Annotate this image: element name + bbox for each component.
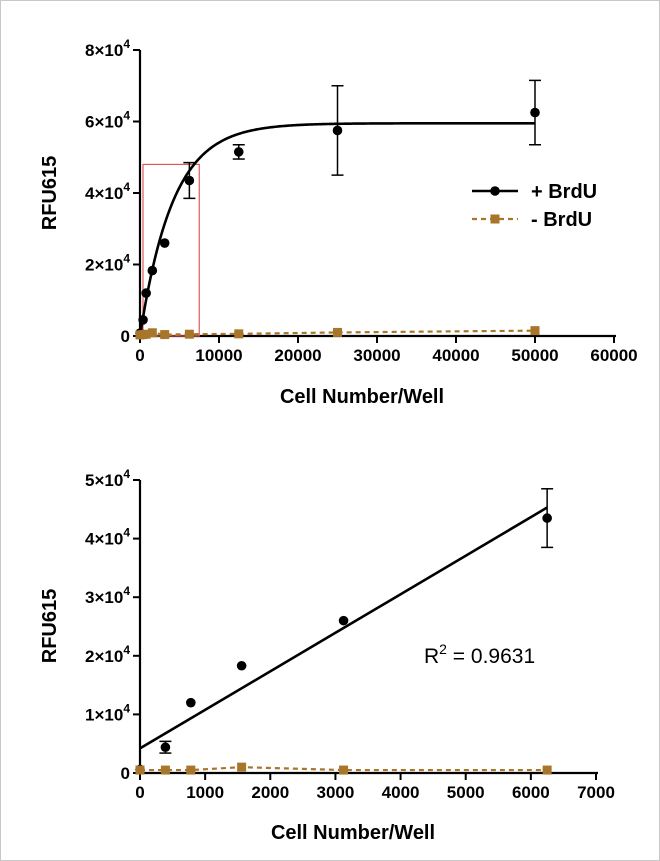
x-tick-label: 0 (135, 346, 144, 365)
data-point (147, 265, 158, 276)
data-point (333, 327, 342, 337)
data-point (138, 315, 148, 325)
y-tick-exponent: 4 (123, 467, 130, 481)
x-tick-label: 30000 (353, 346, 400, 365)
y-tick-exponent: 4 (123, 701, 130, 715)
y-tick-label: 0 (121, 764, 130, 783)
r-squared-value: = 0.9631 (447, 645, 535, 668)
y-tick-mantissa: 0 (121, 327, 130, 346)
y-tick-label: 0 (121, 327, 130, 346)
y-tick-mantissa: 8×10 (85, 41, 123, 60)
y-tick-mantissa: 1×10 (85, 705, 123, 724)
y-tick-mantissa: 3×10 (85, 588, 123, 607)
data-point (234, 329, 244, 339)
y-tick-mantissa: 5×10 (85, 471, 123, 490)
chart-2: 0 1000 2000 3000 4000 5000 6000 700001×1042×104… (39, 467, 615, 844)
x-tick-label: 40000 (432, 346, 479, 365)
data-point (135, 765, 145, 775)
x-tick-label: 2000 (251, 783, 289, 802)
data-point (184, 329, 194, 339)
x-axis-title: Cell Number/Well (271, 822, 435, 844)
y-tick-mantissa: 2×10 (85, 647, 123, 666)
data-point (184, 175, 195, 186)
data-point (236, 660, 247, 671)
y-tick-label: 6×104 (85, 109, 130, 132)
data-point (141, 288, 151, 298)
data-point (147, 328, 157, 338)
data-point (338, 615, 349, 626)
data-point (542, 513, 552, 523)
data-point (332, 125, 343, 136)
y-tick-exponent: 4 (123, 37, 130, 51)
linear-fit-line (139, 506, 548, 750)
y-tick-exponent: 4 (123, 526, 130, 540)
y-tick-mantissa: 4×10 (85, 184, 123, 203)
legend-marker-minus-brdu (490, 214, 500, 224)
y-tick-label: 4×104 (85, 526, 130, 549)
y-tick-label: 2×104 (85, 643, 130, 666)
x-tick-label: 0 (135, 783, 144, 802)
data-point (339, 765, 349, 775)
x-tick-label: 60000 (590, 346, 637, 365)
legend-marker-plus-brdu (490, 186, 500, 196)
y-tick-label: 1×104 (85, 701, 130, 724)
legend-label-plus-brdu: + BrdU (531, 181, 597, 203)
y-tick-mantissa: 0 (121, 764, 130, 783)
x-tick-label: 3000 (317, 783, 355, 802)
y-axis-title: RFU615 (39, 589, 61, 663)
r-squared-superscript: 2 (439, 641, 447, 657)
y-axis-title: RFU615 (39, 156, 61, 230)
y-tick-exponent: 4 (123, 584, 130, 598)
data-point (530, 326, 540, 336)
legend: + BrdU - BrdU (472, 181, 597, 231)
y-tick-exponent: 4 (123, 643, 130, 657)
y-tick-label: 4×104 (85, 180, 130, 203)
data-point (542, 765, 552, 775)
y-tick-label: 5×104 (85, 467, 130, 490)
x-tick-label: 7000 (577, 783, 615, 802)
x-tick-label: 6000 (512, 783, 550, 802)
legend-label-minus-brdu: - BrdU (531, 209, 592, 231)
data-point (186, 765, 196, 775)
y-tick-label: 8×104 (85, 37, 130, 60)
x-tick-label: 1000 (186, 783, 224, 802)
x-tick-label: 50000 (511, 346, 558, 365)
data-point (160, 742, 171, 753)
y-tick-exponent: 4 (123, 109, 130, 123)
r-squared-base: R (424, 645, 439, 668)
r-squared-annotation: R2 = 0.9631 (424, 641, 535, 668)
x-axis-title: Cell Number/Well (280, 386, 444, 408)
y-tick-exponent: 4 (123, 180, 130, 194)
series-minus-brdu (135, 762, 552, 775)
y-tick-exponent: 4 (123, 252, 130, 266)
series-minus-brdu (135, 326, 540, 340)
y-tick-label: 2×104 (85, 252, 130, 275)
y-tick-label: 3×104 (85, 584, 130, 607)
data-point (160, 330, 170, 340)
data-point (530, 107, 540, 118)
series-plus-brdu (135, 488, 554, 775)
data-point (186, 697, 196, 708)
data-point (160, 765, 170, 775)
data-point (141, 329, 151, 339)
zoom-region-box (142, 163, 200, 337)
chart-1: 0 10000 20000 30000 40000 50000 6000002×1044×1… (39, 37, 638, 408)
y-tick-mantissa: 2×10 (85, 256, 123, 275)
data-point (237, 762, 247, 772)
y-tick-mantissa: 4×10 (85, 530, 123, 549)
series-plus-brdu (135, 79, 541, 338)
x-tick-label: 5000 (447, 783, 485, 802)
x-tick-label: 20000 (274, 346, 321, 365)
x-tick-label: 4000 (382, 783, 420, 802)
x-tick-label: 10000 (195, 346, 242, 365)
y-tick-mantissa: 6×10 (85, 113, 123, 132)
data-point (233, 147, 244, 157)
data-point (159, 238, 170, 248)
